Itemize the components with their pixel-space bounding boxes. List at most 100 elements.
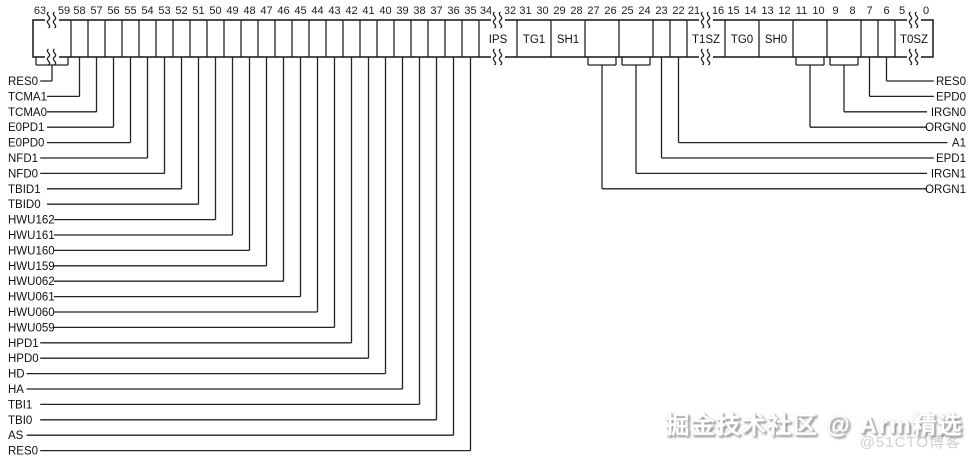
- right-label-epd0: EPD0: [936, 91, 966, 103]
- left-label-hwu161: HWU161: [8, 230, 55, 242]
- bit-number: 22: [672, 5, 684, 17]
- bit-number: 41: [362, 5, 374, 17]
- bit-number: 13: [761, 5, 773, 17]
- bit-number: 58: [73, 5, 85, 17]
- bit-number: 31: [519, 5, 531, 17]
- bit-number: 21: [688, 5, 700, 17]
- bit-number: 37: [430, 5, 442, 17]
- register-box: [32, 19, 934, 58]
- bit-number: 34: [480, 5, 492, 17]
- left-label-hwu159: HWU159: [8, 261, 55, 273]
- bit-number: 28: [570, 5, 582, 17]
- bit-number: 35: [464, 5, 476, 17]
- field-label-t0sz: T0SZ: [900, 34, 928, 46]
- right-label-res0: RES0: [936, 76, 966, 88]
- bit-number: 10: [812, 5, 824, 17]
- watermark-text: 掘金技术社区 @ Arm精选: [665, 412, 963, 439]
- left-label-hwu061: HWU061: [8, 292, 55, 304]
- bit-number: 5: [899, 5, 905, 17]
- bit-number: 25: [621, 5, 633, 17]
- field-label-t1sz: T1SZ: [692, 34, 720, 46]
- bit-number: 11: [796, 5, 807, 17]
- bit-number: 24: [638, 5, 650, 17]
- right-label-irgn0: IRGN0: [931, 107, 966, 119]
- bit-number: 0: [923, 5, 929, 17]
- left-label-tcma1: TCMA1: [8, 91, 47, 103]
- bit-number: 32: [504, 5, 516, 17]
- left-label-tbid1: TBID1: [8, 184, 41, 196]
- bit-number: 57: [90, 5, 102, 17]
- bit-number: 56: [107, 5, 119, 17]
- left-label-tbid0: TBID0: [8, 199, 41, 211]
- break-mark: [706, 11, 711, 29]
- bit-number: 59: [58, 5, 70, 17]
- bit-number: 53: [158, 5, 170, 17]
- bit-number: 40: [379, 5, 391, 17]
- bit-number: 49: [226, 5, 238, 17]
- bit-number: 51: [192, 5, 204, 17]
- break-mark: [706, 48, 711, 66]
- bit-number: 47: [260, 5, 272, 17]
- left-label-hwu060: HWU060: [8, 307, 55, 319]
- left-label-hpd1: HPD1: [8, 338, 39, 350]
- left-label-hwu160: HWU160: [8, 245, 55, 257]
- left-label-res0: RES0: [8, 76, 38, 88]
- bit-number: 43: [328, 5, 340, 17]
- bit-number: 8: [849, 5, 855, 17]
- break-mark: [700, 11, 705, 29]
- left-label-nfd1: NFD1: [8, 153, 38, 165]
- break-mark: [46, 11, 51, 29]
- field-label-sh0: SH0: [765, 34, 787, 46]
- sub-watermark-text: @51CTO博客: [859, 434, 961, 451]
- bit-number: 44: [311, 5, 323, 17]
- left-label-hwu162: HWU162: [8, 215, 55, 227]
- right-label-epd1: EPD1: [936, 153, 966, 165]
- right-label-orgn1: ORGN1: [925, 184, 966, 196]
- bit-number: 6: [883, 5, 889, 17]
- left-label-e0pd1: E0PD1: [8, 122, 44, 134]
- bit-number: 46: [277, 5, 289, 17]
- bit-number: 38: [413, 5, 425, 17]
- break-mark: [498, 11, 503, 29]
- bit-number: 54: [141, 5, 153, 17]
- bit-number: 29: [553, 5, 565, 17]
- break-mark: [700, 48, 705, 66]
- break-mark: [46, 48, 51, 66]
- bit-number: 9: [832, 5, 838, 17]
- left-label-hd: HD: [8, 369, 25, 381]
- right-label-a1: A1: [952, 138, 966, 150]
- bit-number: 12: [778, 5, 790, 17]
- bit-number: 36: [447, 5, 459, 17]
- bit-number: 48: [243, 5, 255, 17]
- break-mark: [908, 11, 913, 29]
- left-label-hwu062: HWU062: [8, 276, 55, 288]
- break-mark: [52, 48, 57, 66]
- bit-number: 16: [712, 5, 724, 17]
- left-label-hpd0: HPD0: [8, 353, 39, 365]
- break-mark: [492, 48, 497, 66]
- break-mark: [908, 48, 913, 66]
- break-mark: [914, 11, 919, 29]
- left-label-nfd0: NFD0: [8, 168, 38, 180]
- bit-number: 50: [209, 5, 221, 17]
- field-label-tg1: TG1: [523, 34, 545, 46]
- bit-number: 30: [536, 5, 548, 17]
- bit-number: 26: [604, 5, 616, 17]
- left-label-as: AS: [8, 430, 24, 442]
- left-label-tcma0: TCMA0: [8, 107, 47, 119]
- bit-number: 23: [655, 5, 667, 17]
- left-label-tbi0: TBI0: [8, 415, 32, 427]
- bit-number: 52: [175, 5, 187, 17]
- bit-number: 42: [345, 5, 357, 17]
- break-mark: [492, 11, 497, 29]
- break-mark: [914, 48, 919, 66]
- bit-number: 7: [866, 5, 872, 17]
- bit-number: 14: [744, 5, 756, 17]
- break-mark: [52, 11, 57, 29]
- bit-number: 55: [124, 5, 136, 17]
- field-label-ips: IPS: [489, 34, 508, 46]
- left-label-ha: HA: [8, 384, 24, 396]
- right-label-orgn0: ORGN0: [925, 122, 966, 134]
